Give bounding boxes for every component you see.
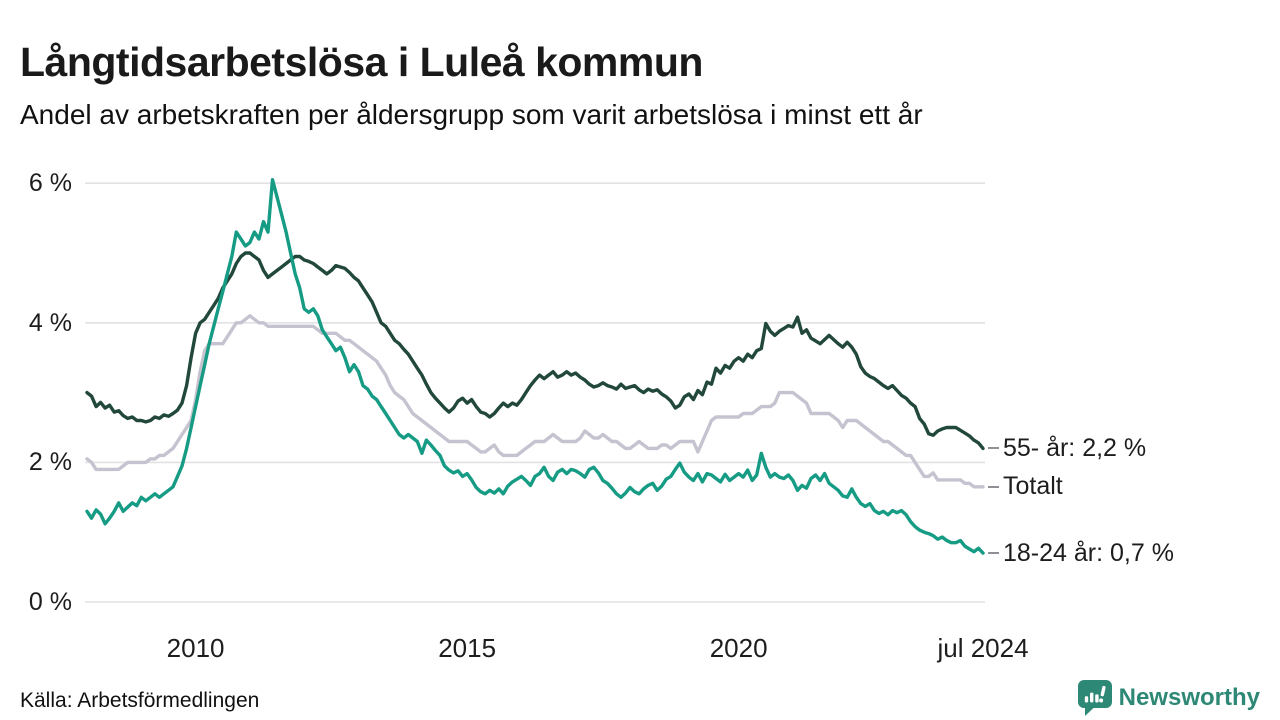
chart-line-55-r: [85, 251, 985, 451]
chart-line-18-24-r: [85, 177, 985, 555]
x-axis-tick-0: 2010: [166, 633, 225, 663]
y-axis-tick-3: 6 %: [28, 169, 72, 198]
y-axis-tick-1: 2 %: [28, 448, 72, 477]
chart-subtitle: Andel av arbetskraften per åldersgrupp s…: [20, 99, 923, 130]
newsworthy-chart-bubble-icon: [1077, 680, 1112, 716]
x-axis-tick-2: 2020: [709, 633, 768, 663]
series-end-label-55-ar: 55- år: 2,2 %: [988, 432, 1146, 464]
series-label: Totalt: [1003, 472, 1063, 501]
label-tick-icon: [988, 552, 999, 555]
y-axis-tick-2: 4 %: [28, 308, 72, 337]
source-note: Källa: Arbetsförmedlingen: [20, 689, 260, 712]
brand-wordmark: Newsworthy: [1118, 684, 1260, 711]
x-axis-tick-3: jul 2024: [937, 633, 1029, 663]
label-tick-icon: [988, 447, 999, 450]
series-label: 18-24 år: 0,7 %: [1003, 538, 1174, 567]
label-tick-icon: [988, 485, 999, 488]
series-label: 55- år: 2,2 %: [1003, 433, 1147, 462]
x-axis-tick-1: 2015: [438, 633, 497, 663]
series-end-label-totalt: Totalt: [988, 471, 1063, 503]
newsworthy-logo-link[interactable]: Newsworthy: [1077, 680, 1260, 716]
chart-line-totalt: [85, 314, 985, 489]
page-title: Långtidsarbetslösa i Luleå kommun: [20, 39, 703, 86]
series-end-label-18-24-ar: 18-24 år: 0,7 %: [988, 537, 1174, 569]
y-axis-tick-0: 0 %: [28, 588, 72, 616]
